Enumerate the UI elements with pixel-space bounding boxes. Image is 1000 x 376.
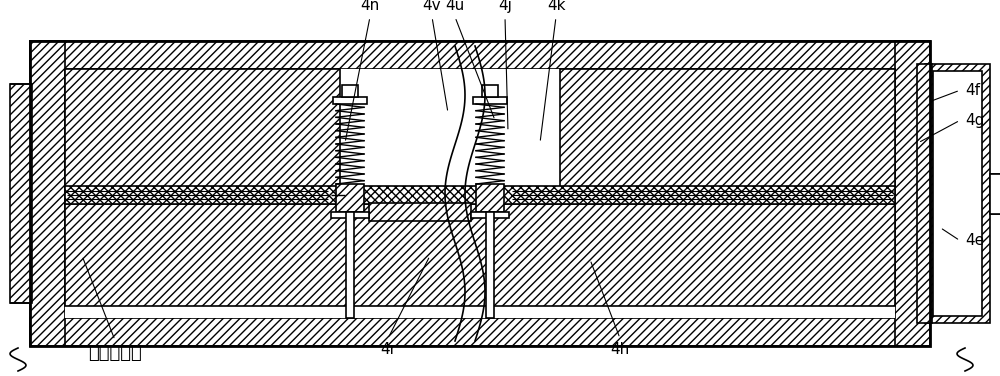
Bar (331, 212, 369, 218)
Text: 4g: 4g (965, 113, 984, 128)
Bar (10, 84, 32, 303)
Bar (336, 184, 364, 212)
Bar (482, 85, 498, 97)
Text: 4r: 4r (380, 343, 396, 358)
Text: 聚氨酯海绵: 聚氨酯海绵 (88, 344, 142, 362)
Bar (369, 203, 471, 221)
Bar (486, 212, 494, 318)
Bar (65, 204, 895, 306)
Text: 4v: 4v (423, 0, 441, 13)
Bar (560, 69, 895, 189)
Bar (895, 41, 930, 346)
Bar (925, 64, 990, 323)
Bar (933, 71, 982, 316)
Bar (473, 97, 507, 104)
Text: 4f: 4f (965, 83, 980, 98)
Text: 4h: 4h (610, 343, 630, 358)
Bar (65, 69, 340, 189)
Bar (333, 97, 367, 104)
Bar (65, 186, 895, 204)
Bar (30, 41, 65, 346)
Bar (917, 64, 932, 323)
Bar (990, 174, 1000, 214)
Bar (346, 212, 354, 318)
Bar (30, 41, 930, 69)
Bar (30, 41, 930, 346)
Bar (471, 212, 509, 218)
Text: 4k: 4k (547, 0, 565, 13)
Text: 4j: 4j (498, 0, 512, 13)
Bar (342, 85, 358, 97)
Text: 4e: 4e (965, 233, 984, 248)
Text: 4n: 4n (360, 0, 380, 13)
Bar (476, 184, 504, 212)
Bar (30, 318, 930, 346)
Bar (65, 69, 895, 318)
Text: 4u: 4u (445, 0, 465, 13)
